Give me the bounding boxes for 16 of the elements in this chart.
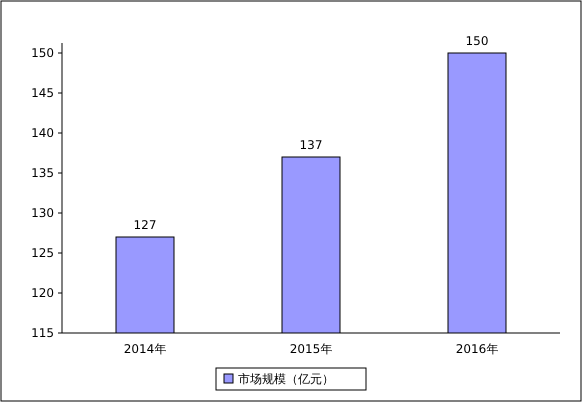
- y-tick-label: 130: [31, 206, 54, 220]
- x-tick-label: 2015年: [290, 342, 332, 356]
- x-tick-label: 2014年: [124, 342, 166, 356]
- legend: 市场规模（亿元）: [216, 368, 366, 390]
- legend-label: 市场规模（亿元）: [238, 372, 334, 386]
- data-label: 127: [134, 218, 156, 232]
- x-tick-label: 2016年: [456, 342, 498, 356]
- y-tick-label: 135: [31, 166, 54, 180]
- y-tick-label: 145: [31, 86, 54, 100]
- data-label: 137: [300, 138, 322, 152]
- data-label: 150: [466, 34, 488, 48]
- y-tick-label: 120: [31, 286, 54, 300]
- y-tick-label: 140: [31, 126, 54, 140]
- y-tick-label: 150: [31, 46, 54, 60]
- y-tick-label: 125: [31, 246, 54, 260]
- y-tick-label: 115: [31, 326, 54, 340]
